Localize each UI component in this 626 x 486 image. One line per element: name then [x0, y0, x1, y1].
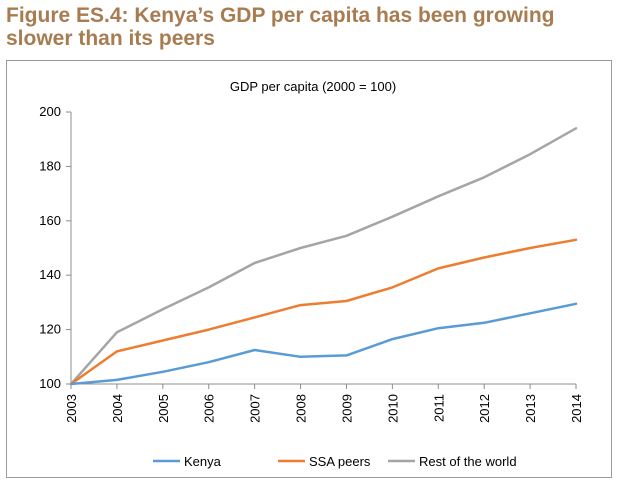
chart-frame	[6, 60, 612, 478]
y-tick-label: 120	[39, 322, 61, 337]
chart-title: GDP per capita (2000 = 100)	[229, 79, 397, 94]
x-tick-label: 2011	[431, 394, 446, 422]
figure-title: Figure ES.4: Kenya’s GDP per capita has …	[6, 4, 555, 50]
legend-label-rest-of-the-world: Rest of the world	[419, 454, 517, 469]
x-tick-label: 2012	[477, 394, 492, 423]
x-tick-label: 2009	[339, 394, 354, 423]
x-tick-label: 2010	[385, 394, 400, 423]
x-tick-label: 2005	[156, 394, 171, 423]
x-tick-label: 2006	[202, 394, 217, 423]
x-tick-label: 2013	[523, 394, 538, 423]
series-line-ssa-peers	[69, 238, 578, 386]
y-tick-label: 160	[39, 213, 61, 228]
x-tick-label: 2007	[248, 394, 263, 423]
legend-label-ssa-peers: SSA peers	[309, 454, 371, 469]
x-tick-label: 2004	[110, 394, 125, 423]
y-tick-label: 180	[39, 158, 61, 173]
y-tick-label: 200	[39, 104, 61, 119]
y-tick-label: 100	[39, 376, 61, 391]
x-tick-label: 2008	[294, 394, 309, 423]
series-line-rest-of-the-world	[69, 127, 578, 386]
x-tick-label: 2003	[64, 394, 79, 423]
legend-label-kenya: Kenya	[184, 454, 222, 469]
series-line-kenya	[69, 302, 578, 386]
x-tick-label: 2014	[569, 394, 584, 423]
y-tick-label: 140	[39, 267, 61, 282]
